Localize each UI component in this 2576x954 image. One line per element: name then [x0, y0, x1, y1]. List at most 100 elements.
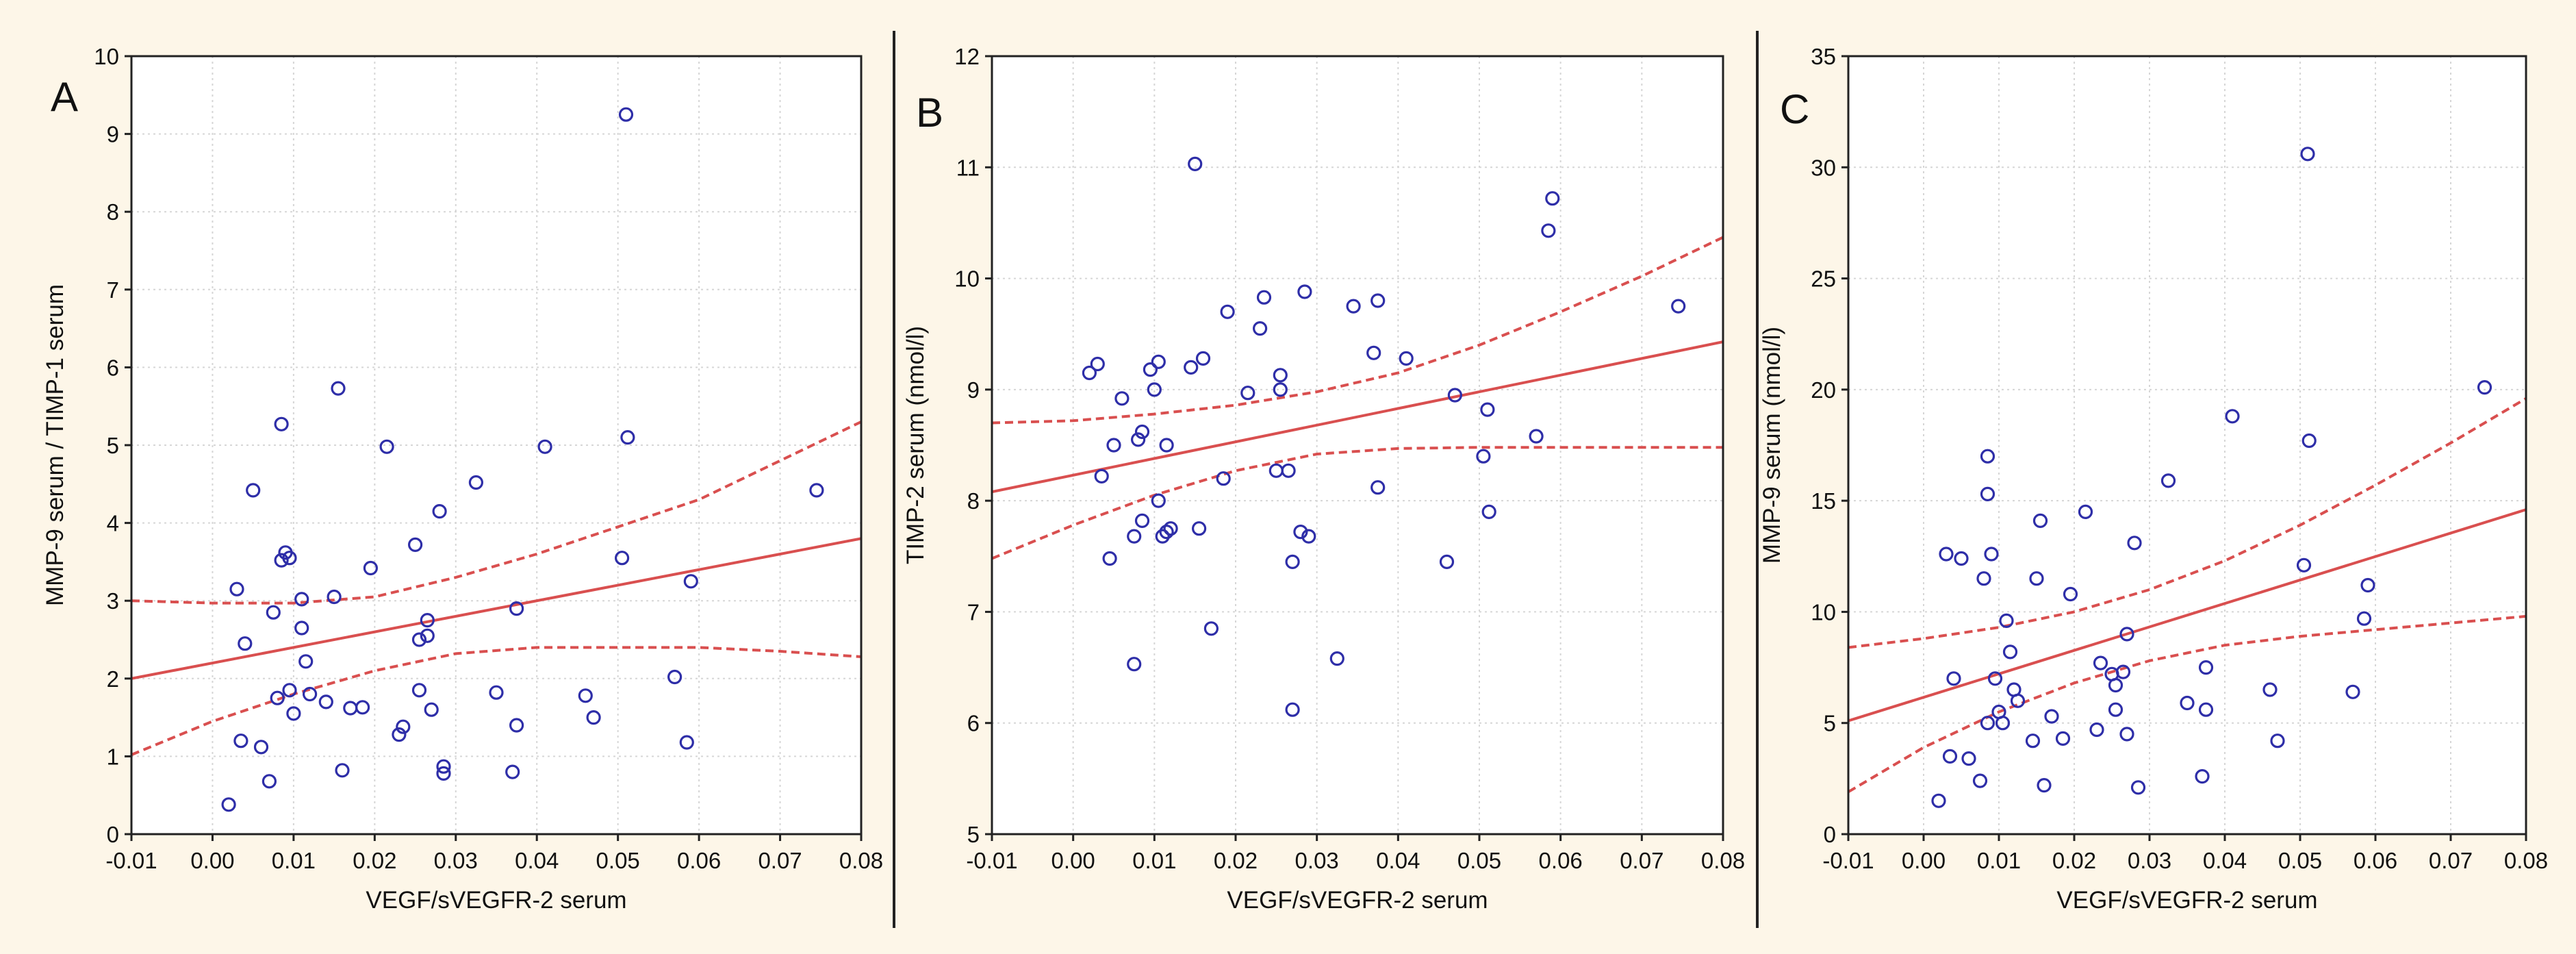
x-tick-label: 0.06	[677, 848, 721, 873]
data-point	[1094, 468, 1109, 484]
data-point	[1370, 480, 1386, 495]
data-point	[1987, 671, 2003, 686]
data-point	[1191, 521, 1207, 536]
data-point	[1090, 356, 1105, 372]
data-point	[294, 592, 309, 607]
data-point	[2108, 702, 2124, 717]
y-tick-label: 1	[107, 744, 119, 769]
data-point	[318, 694, 333, 710]
data-point	[586, 710, 601, 725]
x-tick-label: 0.06	[1539, 848, 1583, 873]
data-point	[1346, 299, 1361, 314]
x-tick-label: 0.06	[2354, 848, 2397, 873]
data-point	[1976, 571, 1991, 586]
data-point	[1203, 621, 1219, 636]
x-tick-label: 0.00	[1902, 848, 1946, 873]
y-tick-label: 10	[954, 266, 980, 292]
x-tick-label: 0.08	[1701, 848, 1745, 873]
data-point	[1147, 382, 1162, 397]
regression-line	[131, 537, 861, 680]
data-point	[2301, 433, 2317, 449]
data-point	[2160, 473, 2176, 488]
data-point	[2356, 611, 2372, 626]
panel-letter: C	[1780, 86, 1809, 132]
data-point	[1370, 293, 1386, 308]
data-point	[282, 551, 297, 566]
data-point	[1999, 613, 2014, 629]
y-tick-label: 35	[1811, 44, 1836, 69]
plot-area	[1848, 56, 2526, 834]
data-point	[436, 766, 451, 781]
y-tick-label: 10	[94, 44, 119, 69]
regression-line	[1848, 508, 2526, 723]
y-tick-label: 6	[967, 711, 980, 736]
y-tick-label: 8	[107, 199, 119, 225]
data-point	[2078, 504, 2093, 520]
data-point	[2055, 731, 2071, 746]
x-tick-label: 0.05	[1457, 848, 1501, 873]
data-point	[411, 683, 427, 698]
x-tick-label: 0.01	[1132, 848, 1176, 873]
x-tick-label: 0.08	[839, 848, 883, 873]
data-point	[1301, 529, 1316, 544]
y-tick-label: 7	[967, 599, 980, 625]
data-point	[618, 107, 634, 122]
data-point	[1184, 360, 1199, 375]
x-tick-label: 0.02	[1214, 848, 1258, 873]
data-point	[489, 685, 504, 700]
data-point	[2130, 780, 2146, 795]
data-point	[505, 764, 520, 779]
data-point	[2345, 684, 2360, 699]
y-tick-label: 9	[107, 122, 119, 147]
data-point	[229, 581, 244, 597]
data-point	[2063, 586, 2078, 602]
data-point	[298, 654, 314, 669]
data-point	[2195, 768, 2210, 784]
data-point	[1151, 354, 1166, 369]
x-tick-label: 0.00	[1051, 848, 1095, 873]
y-tick-label: 10	[1811, 599, 1836, 625]
x-tick-label: 0.04	[2203, 848, 2247, 873]
data-point	[355, 700, 370, 715]
data-point	[1240, 386, 1255, 401]
data-point	[1285, 554, 1300, 570]
data-point	[274, 416, 289, 431]
x-tick-label: 0.03	[434, 848, 478, 873]
y-tick-label: 6	[107, 355, 119, 380]
data-point	[1329, 651, 1344, 666]
data-point	[1447, 388, 1462, 403]
data-point	[274, 553, 289, 568]
x-tick-label: 0.02	[2052, 848, 2096, 873]
data-point	[424, 702, 439, 717]
data-point	[1127, 529, 1142, 544]
data-point	[2010, 693, 2026, 708]
data-point	[1946, 671, 1961, 686]
data-point	[1995, 716, 2011, 731]
data-point	[1082, 365, 1097, 381]
data-point	[2127, 536, 2142, 551]
x-tick-label: 0.03	[2128, 848, 2171, 873]
y-tick-label: 9	[967, 377, 980, 403]
data-point	[363, 560, 379, 576]
x-axis-title: VEGF/sVEGFR-2 serum	[1227, 887, 1488, 914]
x-tick-label: 0.08	[2504, 848, 2548, 873]
data-point	[1480, 402, 1495, 417]
data-point	[809, 483, 824, 498]
data-point	[407, 537, 423, 553]
y-tick-label: 8	[967, 488, 980, 514]
y-tick-label: 4	[107, 511, 119, 536]
data-point	[2119, 727, 2134, 742]
data-point	[1114, 391, 1130, 406]
x-tick-label: 0.04	[515, 848, 559, 873]
x-tick-label: 0.04	[1376, 848, 1420, 873]
data-point	[1285, 702, 1300, 717]
data-point	[1159, 438, 1174, 453]
data-point	[667, 669, 683, 685]
y-tick-label: 0	[1824, 822, 1836, 847]
data-point	[1399, 351, 1414, 366]
data-point	[2270, 733, 2285, 749]
y-tick-label: 3	[107, 588, 119, 614]
plot-area	[992, 56, 1723, 834]
data-point	[1297, 284, 1312, 299]
